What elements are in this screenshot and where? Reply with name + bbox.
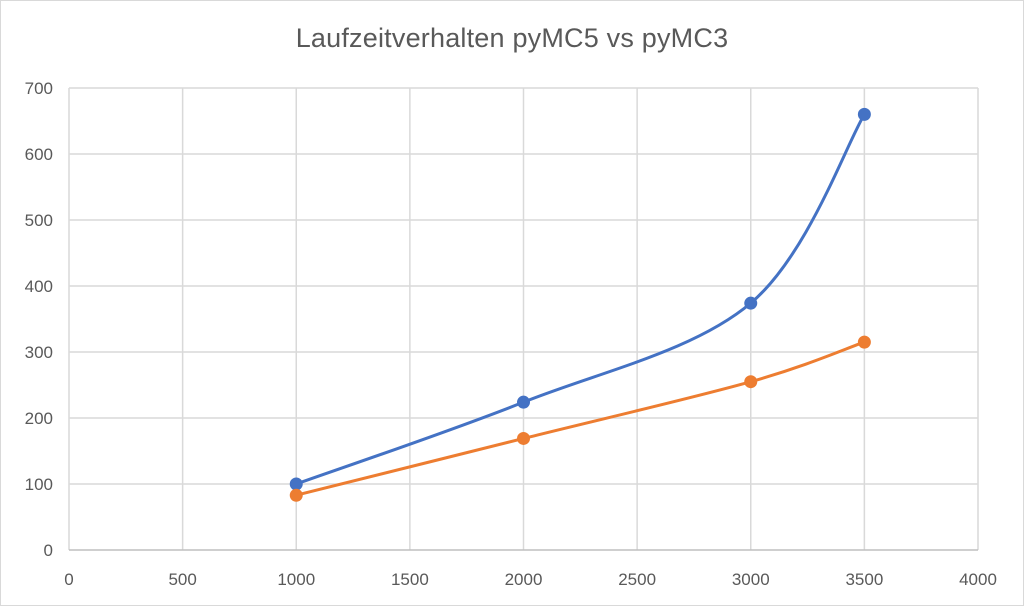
series-layer <box>289 107 871 502</box>
series-2-point-3 <box>744 375 758 389</box>
y-tick-label: 0 <box>44 541 53 560</box>
x-tick-label: 3000 <box>732 570 770 589</box>
series-1-line <box>294 112 866 486</box>
y-tick-label: 600 <box>25 145 53 164</box>
x-tick-label: 2500 <box>618 570 656 589</box>
x-tick-label: 1000 <box>277 570 315 589</box>
y-tick-label: 400 <box>25 277 53 296</box>
y-tick-label: 100 <box>25 475 53 494</box>
chart-title: Laufzeitverhalten pyMC5 vs pyMC3 <box>295 23 729 53</box>
series-2-point-4 <box>857 335 871 349</box>
y-tick-label: 300 <box>25 343 53 362</box>
series-2-point-2 <box>517 431 530 445</box>
series-1-point-2 <box>517 395 530 409</box>
series-1-point-1 <box>289 477 303 491</box>
series-1-point-3 <box>744 296 758 310</box>
x-tick-label: 1500 <box>391 570 429 589</box>
series-1-point-4 <box>857 107 871 121</box>
y-tick-label: 700 <box>25 79 53 98</box>
grid-layer <box>68 87 979 550</box>
x-tick-label: 4000 <box>959 570 997 589</box>
series-2-line <box>294 340 866 497</box>
series-2-point-1 <box>289 488 303 502</box>
x-tick-label: 0 <box>64 570 73 589</box>
x-tick-label: 3500 <box>845 570 883 589</box>
x-tick-label: 500 <box>168 570 196 589</box>
x-tick-label: 2000 <box>505 570 543 589</box>
y-tick-label: 200 <box>25 409 53 428</box>
label-layer: 0 500 1000 1500 2000 2500 3000 3500 4000 0 100 200 3… <box>25 79 997 589</box>
y-tick-label: 500 <box>25 211 53 230</box>
